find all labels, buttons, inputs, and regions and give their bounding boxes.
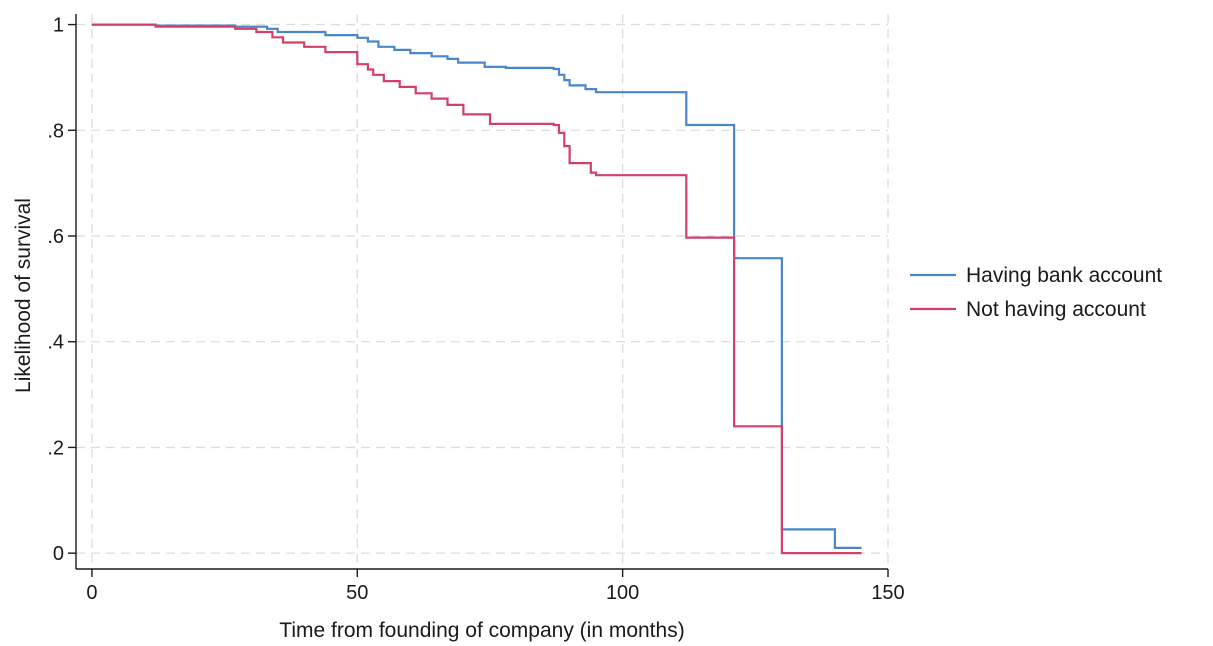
series-lines [91,23,862,555]
y-axis-title: Likelihood of survival [12,198,35,393]
tick-marks: 0 50 100 150 0 .2 .4 .6 .8 1 [47,15,904,604]
y-tick-label-4: .8 [47,120,64,142]
series-line-0 [91,23,862,549]
grid [76,14,889,569]
axes [75,14,888,570]
y-tick-label-1: .2 [47,437,64,459]
series-line-1 [91,23,862,555]
x-tick-label-0: 0 [86,582,97,604]
x-tick-label-3: 150 [871,582,904,604]
legend: Having bank account Not having account [910,264,1162,321]
y-tick-label-2: .4 [47,332,64,354]
legend-label-0: Having bank account [966,264,1162,287]
y-tick-label-0: 0 [53,543,64,565]
legend-label-1: Not having account [966,298,1146,321]
y-tick-label-3: .6 [47,226,64,248]
x-axis-title: Time from founding of company (in months… [279,619,684,642]
y-tick-label-5: 1 [53,15,64,37]
x-tick-label-2: 100 [606,582,639,604]
x-tick-label-1: 50 [346,582,368,604]
